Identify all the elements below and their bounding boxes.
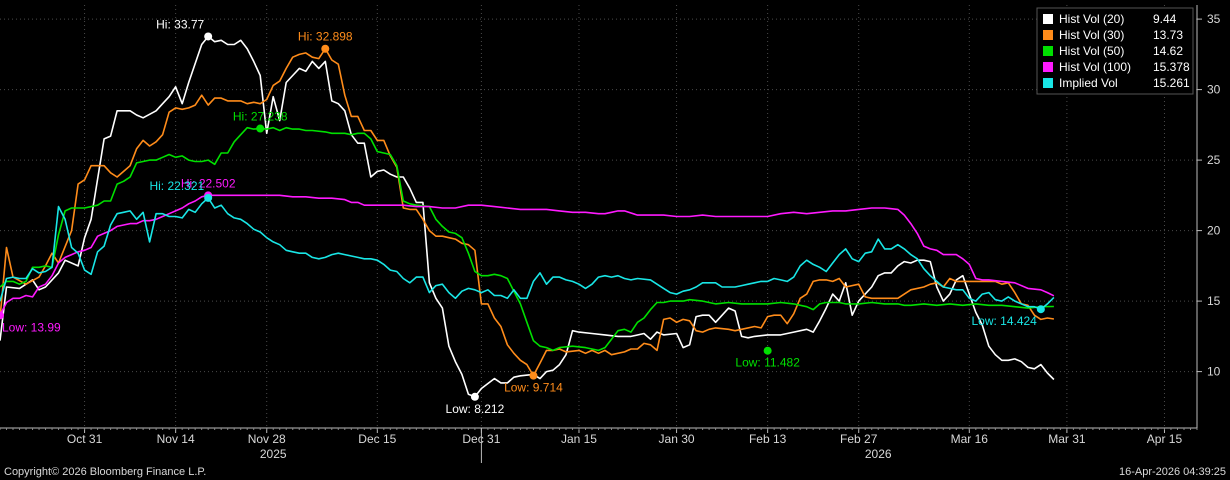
extreme-label: Low: 11.482: [735, 356, 800, 370]
y-tick-label: 15: [1207, 294, 1221, 308]
series-line-2: [0, 126, 1054, 352]
y-tick-label: 20: [1207, 224, 1221, 238]
y-tick-label: 35: [1207, 12, 1221, 26]
extreme-marker: [256, 124, 265, 133]
legend-swatch: [1043, 62, 1053, 72]
legend-series-name: Hist Vol (100): [1059, 60, 1131, 74]
legend-series-name: Implied Vol: [1059, 76, 1118, 90]
x-tick-label: Feb 27: [840, 432, 878, 446]
extreme-label: Hi: 22.502: [181, 176, 236, 190]
extreme-label: Low: 14.424: [971, 314, 1037, 328]
annotations: Hi: 33.77 Hi: 32.898 Hi: 27.238 Hi: 22.502H…: [0, 17, 1045, 416]
legend-series-name: Hist Vol (50): [1059, 44, 1124, 58]
extreme-marker: [470, 392, 479, 401]
series-line-0: [0, 35, 1055, 398]
gridlines: [0, 5, 1197, 428]
y-tick-label: 10: [1207, 365, 1221, 379]
copyright-text: Copyright© 2026 Bloomberg Finance L.P.: [4, 466, 206, 478]
extreme-marker: [204, 32, 213, 41]
timestamp-text: 16-Apr-2026 04:39:25: [1119, 466, 1226, 478]
extreme-label: Hi: 22.321: [149, 179, 204, 193]
x-tick-label: Nov 28: [248, 432, 286, 446]
x-tick-label: Mar 31: [1048, 432, 1086, 446]
y-tick-label: 30: [1207, 83, 1221, 97]
extreme-label: Hi: 33.77: [156, 17, 204, 31]
extreme-marker: [529, 371, 538, 380]
x-tick-label: Jan 30: [659, 432, 695, 446]
legend-box: [1036, 7, 1194, 95]
legend-swatch: [1043, 30, 1053, 40]
x-tick-label: Oct 31: [67, 432, 103, 446]
extreme-marker: [1036, 305, 1045, 314]
legend-series-value: 15.261: [1153, 76, 1190, 90]
legend-series-name: Hist Vol (30): [1059, 28, 1124, 42]
legend-series-value: 13.73: [1153, 28, 1183, 42]
series-line-3: [0, 194, 1055, 316]
extreme-label: Hi: 27.238: [233, 110, 288, 124]
legend: Hist Vol (20) 9.44 Hist Vol (30) 13.73 Hist …: [1036, 7, 1194, 95]
legend-series-value: 14.62: [1153, 44, 1183, 58]
x-tick-label: Mar 16: [951, 432, 989, 446]
extreme-label: Hi: 32.898: [298, 30, 353, 44]
extreme-marker: [763, 346, 772, 355]
extreme-label: Low: 8.212: [446, 402, 505, 416]
x-tick-label: Jan 15: [561, 432, 597, 446]
x-tick-label: Dec 15: [358, 432, 396, 446]
extreme-label: Low: 13.99: [2, 320, 61, 334]
x-axis: Oct 31 Nov 14 Nov 28 Dec 15 Dec 31 Jan 15 Jan …: [0, 427, 1198, 463]
series-line-1: [0, 47, 1055, 377]
legend-swatch: [1043, 46, 1053, 56]
x-tick-label: Feb 13: [749, 432, 787, 446]
extreme-marker: [204, 193, 213, 202]
legend-series-name: Hist Vol (20): [1059, 12, 1124, 26]
plot-area: [0, 35, 1055, 398]
extreme-marker: [321, 44, 330, 53]
x-tick-label: Nov 14: [157, 432, 195, 446]
year-label: 2026: [865, 447, 892, 461]
legend-swatch: [1043, 14, 1053, 24]
extreme-label: Low: 9.714: [504, 381, 563, 395]
legend-swatch: [1043, 78, 1053, 88]
legend-series-value: 9.44: [1153, 12, 1177, 26]
series-line-4: [0, 197, 1055, 311]
y-tick-label: 25: [1207, 153, 1221, 167]
extreme-marker: [0, 311, 4, 320]
x-tick-label: Apr 15: [1147, 432, 1183, 446]
year-label: 2025: [260, 447, 287, 461]
y-axis: 10 15 20 25 30 35: [1196, 5, 1221, 428]
legend-series-value: 15.378: [1153, 60, 1190, 74]
